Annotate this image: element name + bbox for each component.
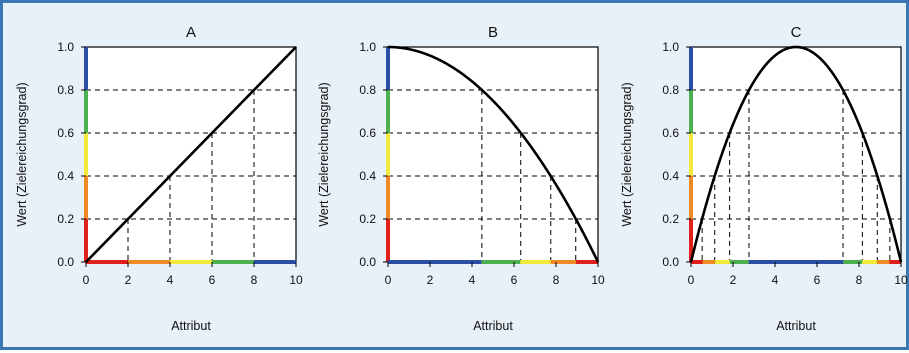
figure-canvas: 0.0 0.2 0.4 0.6 0.8 1.0 0 2 4 6 8 10 A Attribut Wert (… — [15, 24, 908, 333]
x-tick-label: 4 — [469, 273, 476, 287]
value-function-line — [387, 45, 600, 263]
x-axis-label: Attribut — [473, 319, 513, 333]
plot-area — [691, 47, 901, 262]
y-axis-label: Wert (Zielereichungsgrad) — [15, 82, 29, 226]
x-tick-label: 6 — [511, 273, 518, 287]
x-tick-label: 8 — [251, 273, 258, 287]
y-tick-label: 1.0 — [662, 40, 679, 54]
x-tick-label: 0 — [688, 273, 695, 287]
y-axis-label: Wert (Zielereichungsgrad) — [620, 82, 634, 226]
y-tick-label: 0.0 — [57, 255, 74, 269]
panel-title: A — [186, 24, 196, 41]
chart-panel-c: 0.0 0.2 0.4 0.6 0.8 1.0 0 2 4 6 8 10 C Attribut Wert (… — [620, 24, 908, 333]
x-tick-label: 8 — [553, 273, 560, 287]
panel-title: B — [488, 24, 498, 41]
x-tick-label: 4 — [772, 273, 779, 287]
y-axis-label: Wert (Zielereichungsgrad) — [317, 82, 331, 226]
y-tick-label: 0.4 — [662, 169, 679, 183]
y-tick-label: 0.4 — [359, 169, 376, 183]
x-tick-label: 10 — [289, 273, 303, 287]
y-tick-label: 0.6 — [57, 126, 74, 140]
y-tick-label: 0.6 — [359, 126, 376, 140]
x-tick-label: 2 — [730, 273, 737, 287]
x-tick-label: 8 — [856, 273, 863, 287]
x-axis-label: Attribut — [776, 319, 816, 333]
chart-panel-b: 0.0 0.2 0.4 0.6 0.8 1.0 0 2 4 6 8 10 B Attribut Wert (… — [317, 24, 605, 333]
y-tick-label: 0.8 — [662, 83, 679, 97]
y-tick-label: 1.0 — [57, 40, 74, 54]
x-axis-label: Attribut — [171, 319, 211, 333]
x-tick-label: 10 — [591, 273, 605, 287]
y-tick-label: 0.8 — [57, 83, 74, 97]
x-tick-label: 0 — [83, 273, 90, 287]
y-tick-label: 0.8 — [359, 83, 376, 97]
x-tick-label: 0 — [385, 273, 392, 287]
x-tick-label: 6 — [209, 273, 216, 287]
chart-panel-a: 0.0 0.2 0.4 0.6 0.8 1.0 0 2 4 6 8 10 A Attribut Wert (… — [15, 24, 303, 333]
x-tick-label: 2 — [427, 273, 434, 287]
x-tick-label: 2 — [125, 273, 132, 287]
x-tick-label: 4 — [167, 273, 174, 287]
y-tick-label: 0.6 — [662, 126, 679, 140]
y-tick-label: 0.0 — [662, 255, 679, 269]
y-tick-label: 0.2 — [662, 212, 679, 226]
y-tick-label: 0.2 — [359, 212, 376, 226]
y-tick-label: 1.0 — [359, 40, 376, 54]
panel-title: C — [791, 24, 802, 41]
plot-area — [388, 47, 598, 262]
y-tick-label: 0.2 — [57, 212, 74, 226]
y-tick-label: 0.4 — [57, 169, 74, 183]
x-tick-label: 6 — [814, 273, 821, 287]
y-tick-label: 0.0 — [359, 255, 376, 269]
value-function-line — [85, 46, 297, 263]
value-function-line — [689, 45, 903, 263]
x-tick-label: 10 — [894, 273, 908, 287]
